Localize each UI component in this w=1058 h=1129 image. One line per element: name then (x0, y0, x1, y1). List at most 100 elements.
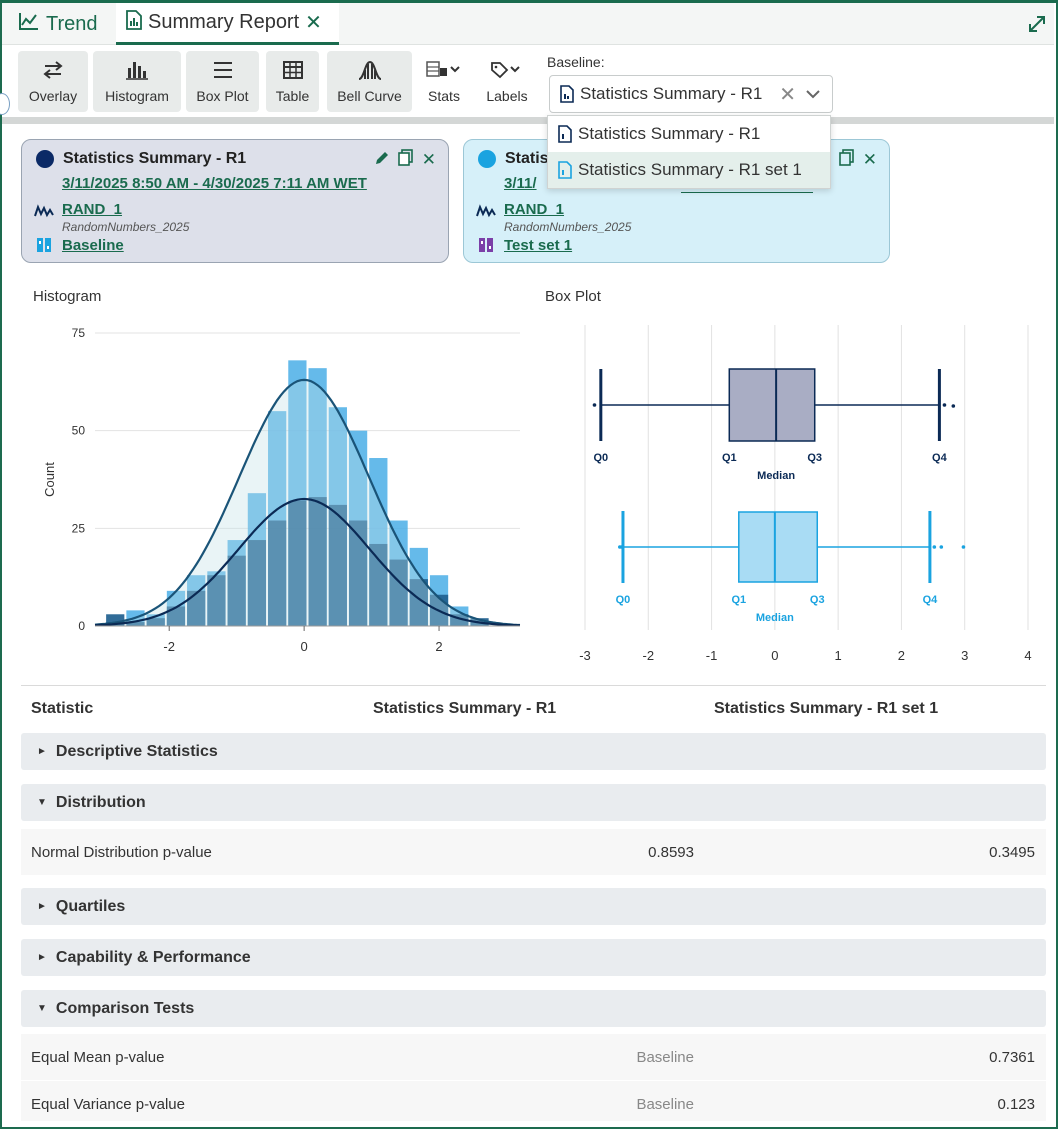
row-value: 0.8593 (648, 844, 694, 861)
table-button[interactable]: Table (266, 51, 319, 112)
item-card: Statistics Summary - R1 ✕ 3/11/2025 8:50… (21, 139, 449, 263)
outlier-point (961, 545, 966, 549)
quartile-label: Q4 (923, 594, 939, 606)
section-descriptive-statistics[interactable]: ► Descriptive Statistics (21, 733, 1046, 770)
labels-button[interactable]: Labels (480, 51, 534, 112)
tag-icon (489, 57, 525, 83)
section-distribution[interactable]: ▼ Distribution (21, 784, 1046, 821)
condition-link[interactable]: Test set 1 (504, 237, 573, 254)
section-label: Comparison Tests (55, 999, 195, 1017)
section-quartiles[interactable]: ► Quartiles (21, 888, 1046, 925)
color-dot[interactable] (36, 150, 54, 168)
labels-label: Labels (486, 88, 528, 104)
y-tick-label: 75 (72, 326, 86, 340)
section-capability-performance[interactable]: ► Capability & Performance (21, 939, 1046, 976)
baseline-select[interactable]: Statistics Summary - R1 ✕ (549, 75, 833, 113)
x-tick-label: 2 (898, 648, 905, 663)
overlay-label: Overlay (28, 88, 78, 104)
x-tick-label: -2 (163, 639, 175, 654)
outlier-point (932, 545, 937, 549)
boxplot-title: Box Plot (545, 288, 601, 305)
date-range-link[interactable]: 3/11/2025 8:50 AM - 4/30/2025 7:11 AM WE… (62, 175, 367, 192)
outlier-point (951, 404, 956, 408)
stats-button[interactable]: Stats (420, 51, 468, 112)
date-range-link[interactable]: 3/11/ (504, 175, 537, 192)
column-header: Statistics Summary - R1 set 1 (714, 700, 939, 717)
bell-curve-button[interactable]: Bell Curve (327, 51, 412, 112)
section-label: Descriptive Statistics (55, 742, 218, 760)
overlay-button[interactable]: Overlay (18, 51, 88, 112)
histogram-chart: 0 25 50 75 Count -2 0 2 (42, 326, 521, 654)
histogram-bar (126, 622, 145, 626)
close-tab-icon[interactable]: ✕ (305, 12, 322, 34)
condition-icon (36, 237, 52, 258)
boxplot-icon (212, 57, 234, 83)
copy-icon[interactable] (397, 149, 414, 171)
outlier-point (619, 545, 624, 549)
clear-icon[interactable]: ✕ (779, 84, 796, 106)
boxplot-button[interactable]: Box Plot (186, 51, 259, 112)
x-tick-label: 4 (1024, 648, 1031, 663)
tab-trend[interactable]: Trend (18, 3, 98, 45)
histogram-bar (450, 614, 469, 626)
stats-table-header: Statistic Statistics Summary - R1 Statis… (21, 697, 1046, 725)
dropdown-option[interactable]: Statistics Summary - R1 (548, 116, 830, 152)
chevron-down-icon[interactable] (804, 85, 822, 108)
condition-icon (478, 237, 494, 258)
signal-link[interactable]: RAND_1 (62, 201, 123, 218)
baseline-value: Statistics Summary - R1 (580, 84, 763, 103)
signal-source: RandomNumbers_2025 (504, 220, 632, 234)
caret-down-icon: ▼ (37, 797, 47, 808)
signal-link[interactable]: RAND_1 (504, 201, 565, 218)
median-label: Median (757, 470, 795, 482)
baseline-label: Baseline: (547, 54, 605, 70)
date-range-underline (681, 192, 813, 193)
signal-icon (34, 204, 54, 223)
histogram-button[interactable]: Histogram (93, 51, 181, 112)
toolbar: Overlay Histogram Box Plot Table Bell Cu… (2, 45, 1054, 117)
dropdown-option[interactable]: Statistics Summary - R1 set 1 (548, 152, 830, 188)
y-tick-label: 50 (72, 424, 86, 438)
section-divider (21, 685, 1046, 686)
report-icon (560, 85, 574, 103)
histogram-bar (247, 540, 267, 626)
x-tick-label: -3 (579, 648, 591, 663)
color-dot[interactable] (478, 150, 496, 168)
y-axis-label: Count (42, 462, 57, 497)
stats-icon (425, 57, 463, 83)
histogram-bar (207, 575, 226, 626)
x-tick-label: -2 (643, 648, 655, 663)
stats-label: Stats (428, 88, 460, 104)
table-row: Equal Mean p-value Baseline 0.7361 (21, 1034, 1046, 1080)
quartile-label: Q4 (932, 452, 948, 464)
histogram-bar (348, 520, 368, 626)
close-icon[interactable]: ✕ (421, 150, 436, 169)
report-icon (126, 9, 142, 36)
quartile-label: Q0 (593, 452, 608, 464)
row-label: Normal Distribution p-value (31, 844, 212, 861)
row-value: Baseline (636, 1096, 694, 1113)
condition-link[interactable]: Baseline (62, 237, 124, 254)
histogram-title: Histogram (33, 288, 102, 305)
swap-arrows-icon (42, 57, 64, 83)
caret-right-icon: ► (37, 901, 47, 912)
tab-summary-report[interactable]: Summary Report ✕ (116, 3, 339, 45)
histogram-icon (125, 57, 149, 83)
divider (2, 117, 1054, 124)
card-title: Statistics Summary - R1 (63, 150, 247, 167)
table-row: Equal Variance p-value Baseline 0.123 (21, 1081, 1046, 1121)
copy-icon[interactable] (838, 149, 855, 171)
dropdown-option-label: Statistics Summary - R1 set 1 (578, 160, 802, 179)
histogram-bar (288, 500, 307, 626)
row-label: Equal Variance p-value (31, 1096, 185, 1113)
section-comparison-tests[interactable]: ▼ Comparison Tests (21, 990, 1046, 1027)
edit-icon[interactable] (374, 150, 390, 171)
histogram-bar (146, 618, 165, 626)
close-icon[interactable]: ✕ (862, 150, 877, 169)
caret-right-icon: ► (37, 746, 47, 757)
quartile-label: Q1 (722, 452, 737, 464)
expand-icon[interactable] (1026, 13, 1048, 40)
histogram-label: Histogram (105, 88, 169, 104)
median-label: Median (756, 612, 794, 624)
